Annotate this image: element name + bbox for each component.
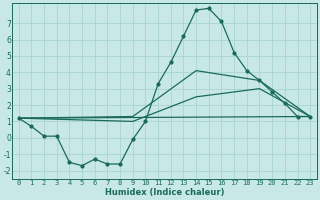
X-axis label: Humidex (Indice chaleur): Humidex (Indice chaleur) <box>105 188 224 197</box>
